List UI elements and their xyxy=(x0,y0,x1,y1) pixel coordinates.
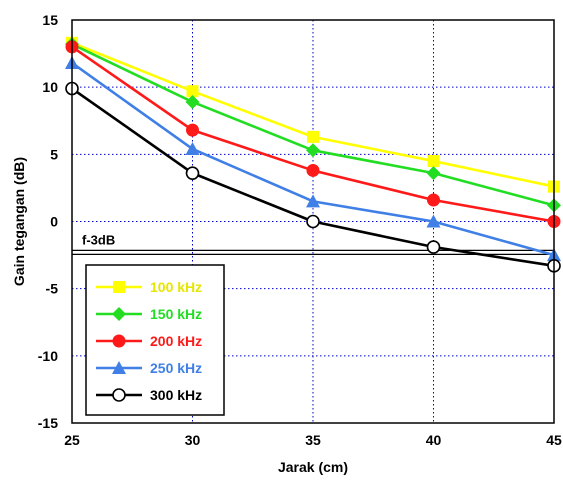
series-150-khz xyxy=(65,37,561,213)
y-tick-label: 10 xyxy=(42,79,58,95)
series-200-khz xyxy=(65,40,561,228)
marker-diamond xyxy=(185,94,200,109)
legend-label: 300 kHz xyxy=(150,387,202,403)
tick-labels: 25 30 35 40 45 15 10 5 0 -5 -10 -15 xyxy=(38,12,562,448)
legend-item: 250 kHz xyxy=(96,360,202,376)
legend-item: 200 kHz xyxy=(96,333,202,349)
marker-diamond xyxy=(306,143,320,158)
marker-square xyxy=(113,281,125,293)
marker-open-circle xyxy=(112,388,126,402)
series-250-khz xyxy=(65,55,561,262)
legend-item: 300 kHz xyxy=(96,387,202,403)
x-tick-label: 35 xyxy=(305,432,321,448)
y-tick-label: 15 xyxy=(42,12,58,28)
marker-triangle xyxy=(112,361,126,374)
legend-label: 100 kHz xyxy=(150,279,202,295)
series-group xyxy=(65,36,561,273)
marker-circle xyxy=(427,193,440,207)
marker-triangle xyxy=(185,141,200,155)
x-tick-label: 30 xyxy=(185,432,201,448)
x-tick-label: 45 xyxy=(546,432,562,448)
marker-open-circle xyxy=(306,214,320,229)
y-tick-label: 5 xyxy=(50,146,58,162)
marker-square xyxy=(307,130,319,143)
plot-frame xyxy=(71,19,555,424)
legend-label: 200 kHz xyxy=(150,333,202,349)
reference-line-label: f-3dB xyxy=(82,232,115,247)
legend-item: 150 kHz xyxy=(96,306,202,322)
marker-circle xyxy=(186,123,199,137)
y-tick-label: -10 xyxy=(38,348,58,364)
y-tick-label: -15 xyxy=(38,415,58,431)
y-tick-label: -5 xyxy=(46,281,59,297)
x-tick-label: 25 xyxy=(64,432,80,448)
marker-open-circle xyxy=(426,240,441,254)
marker-diamond xyxy=(112,307,126,321)
marker-open-circle xyxy=(185,166,200,180)
marker-triangle xyxy=(426,214,441,228)
marker-diamond xyxy=(426,166,441,181)
x-tick-label: 40 xyxy=(426,432,442,448)
marker-circle xyxy=(306,163,320,177)
legend-item: 100 kHz xyxy=(96,279,202,295)
legend-label: 150 kHz xyxy=(150,306,202,322)
y-tick-label: 0 xyxy=(50,214,58,230)
marker-triangle xyxy=(306,194,320,208)
series-100-khz xyxy=(66,36,560,193)
marker-circle xyxy=(112,334,126,348)
marker-square xyxy=(186,85,199,98)
y-axis-label: Gain tegangan (dB) xyxy=(11,157,27,286)
x-axis-label: Jarak (cm) xyxy=(278,459,348,475)
legend-label: 250 kHz xyxy=(150,360,202,376)
marker-square xyxy=(427,155,440,168)
legend: 100 kHz 150 kHz 200 kHz 250 kHz 300 kHz xyxy=(85,264,225,416)
